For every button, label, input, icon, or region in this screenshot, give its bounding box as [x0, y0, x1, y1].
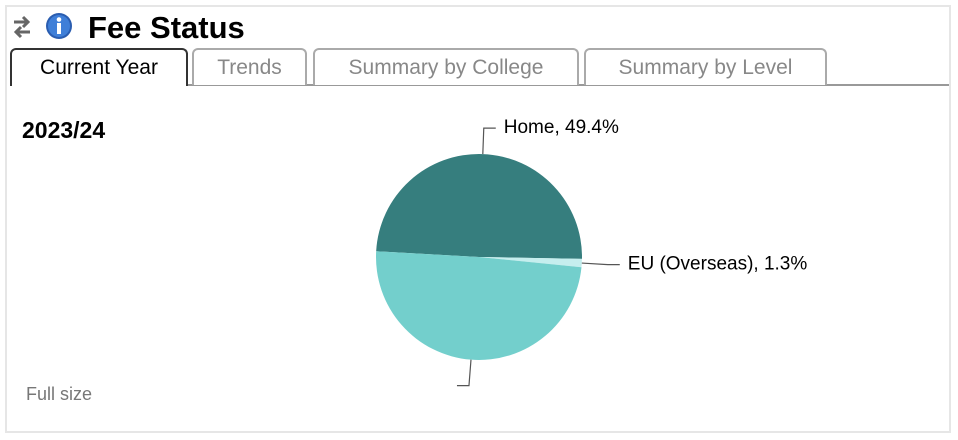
pie-slice: [376, 154, 582, 259]
header-icons: [13, 13, 72, 39]
refresh-icon[interactable]: [13, 15, 31, 39]
tab-rule: [10, 84, 949, 86]
info-icon[interactable]: [46, 13, 72, 39]
connector: [581, 262, 620, 266]
tab[interactable]: Current Year: [10, 48, 188, 86]
tab[interactable]: Summary by College: [313, 48, 579, 85]
page-title: Fee Status: [88, 10, 245, 45]
connector: [456, 359, 472, 387]
panel-border: [5, 5, 951, 433]
tab[interactable]: Trends: [192, 48, 307, 85]
data-label: Home, 49.4%: [504, 117, 619, 138]
full-size-link[interactable]: Full size: [26, 384, 93, 404]
connector: [482, 127, 496, 155]
tab[interactable]: Summary by Level: [584, 48, 827, 85]
chart-title: 2023/24: [22, 117, 106, 143]
pie-slice: [376, 251, 582, 360]
pie-slice: [479, 257, 582, 268]
data-label: EU (Overseas), 1.3%: [628, 254, 808, 275]
